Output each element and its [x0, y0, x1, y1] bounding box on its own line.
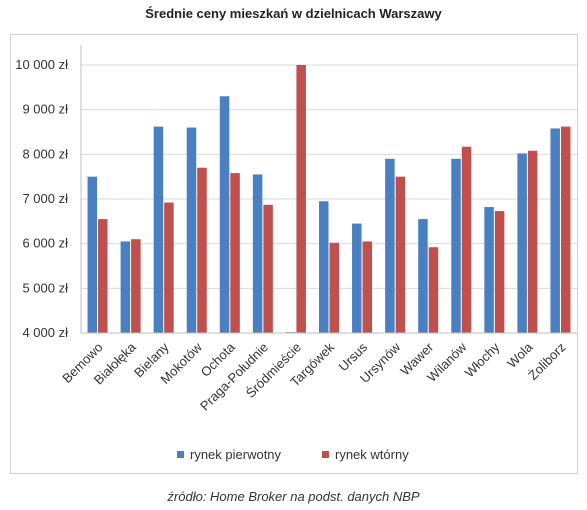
- bar-secondary: [494, 211, 505, 333]
- bar-secondary: [296, 65, 306, 333]
- bar-primary: [385, 158, 395, 333]
- y-tick-label: 6 000 zł: [22, 236, 68, 251]
- y-tick-label: 4 000 zł: [22, 325, 68, 340]
- bar-secondary: [98, 219, 108, 333]
- bar-primary: [153, 126, 164, 333]
- bar-secondary: [263, 204, 273, 333]
- x-tick-label: Żoliborz: [525, 340, 568, 383]
- bar-primary: [319, 201, 329, 333]
- y-tick-label: 7 000 zł: [22, 191, 68, 206]
- bar-secondary: [230, 173, 240, 333]
- bar-primary: [87, 176, 98, 333]
- legend-label: rynek wtórny: [335, 447, 409, 462]
- bar-primary: [252, 174, 263, 333]
- y-axis: 4 000 zł 5 000 zł 6 000 zł 7 000 zł 8 000 zł…: [15, 45, 82, 340]
- bar-primary: [484, 207, 494, 333]
- legend-label: rynek pierwotny: [190, 447, 282, 462]
- bar-primary: [418, 219, 428, 333]
- bar-secondary: [428, 247, 439, 333]
- bar-secondary: [362, 241, 373, 333]
- y-tick-label: 8 000 zł: [22, 146, 68, 161]
- bar-secondary: [131, 239, 141, 333]
- bar-primary: [352, 223, 362, 333]
- bar-secondary: [395, 176, 406, 333]
- x-axis: BemowoBiałołękaBielanyMokotówOchotaPraga…: [59, 332, 577, 413]
- legend-swatch: [177, 451, 184, 458]
- bar-secondary: [164, 202, 174, 333]
- chart-title: Średnie ceny mieszkań w dzielnicach Wars…: [145, 6, 442, 21]
- chart-frame: [10, 34, 578, 474]
- bar-primary: [451, 158, 461, 333]
- bar-secondary: [560, 126, 571, 333]
- bar-primary: [517, 153, 527, 333]
- legend-swatch: [322, 451, 329, 458]
- bar-secondary: [461, 146, 472, 333]
- bar-secondary: [197, 167, 207, 333]
- source-note: źródło: Home Broker na podst. danych NBP: [167, 489, 420, 504]
- legend: rynek pierwotny rynek wtórny: [177, 447, 409, 462]
- y-tick-label: 9 000 zł: [22, 102, 68, 117]
- bars: [87, 65, 571, 334]
- bar-secondary: [527, 150, 538, 333]
- bar-secondary: [329, 242, 339, 333]
- bar-primary: [120, 241, 131, 333]
- y-tick-label: 5 000 zł: [22, 280, 68, 295]
- bar-primary: [219, 96, 230, 334]
- y-tick-label: 10 000 zł: [15, 57, 68, 72]
- bar-primary: [186, 127, 197, 334]
- bar-primary: [550, 128, 560, 333]
- x-tick-label: Włochy: [462, 339, 503, 380]
